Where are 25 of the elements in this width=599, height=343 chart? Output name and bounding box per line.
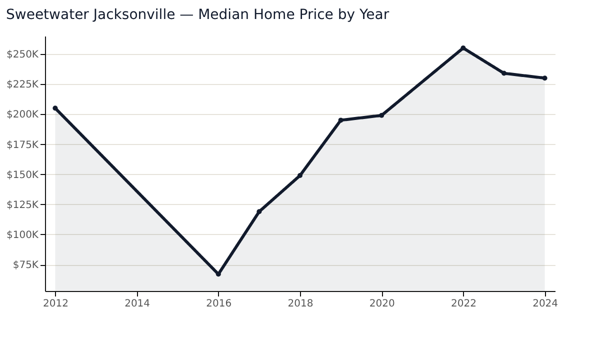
point bbox=[542, 76, 548, 81]
y-tick-label: $250K bbox=[6, 50, 39, 61]
x-tick-label: 2012 bbox=[42, 298, 68, 310]
y-tick-label: $75K bbox=[12, 260, 39, 272]
y-tick-label: $175K bbox=[6, 140, 39, 151]
x-tick-label: 2022 bbox=[450, 298, 476, 310]
y-tick-label: $100K bbox=[6, 230, 39, 241]
x-tick-label: 2018 bbox=[288, 298, 314, 310]
x-tick-label: 2020 bbox=[369, 298, 395, 310]
x-tick-label: 2016 bbox=[206, 298, 232, 310]
point bbox=[379, 112, 384, 118]
x-tick-label: 2014 bbox=[124, 298, 150, 310]
point bbox=[216, 272, 221, 277]
y-tick-label: $150K bbox=[6, 170, 39, 181]
point bbox=[298, 173, 302, 178]
y-tick-label: $225K bbox=[6, 80, 39, 91]
chart-title: Sweetwater Jacksonville — Median Home Price by Year bbox=[6, 7, 390, 23]
point bbox=[502, 70, 506, 76]
point bbox=[460, 46, 466, 51]
y-tick-label: $200K bbox=[6, 110, 39, 121]
point bbox=[52, 106, 58, 111]
point bbox=[338, 118, 344, 123]
y-tick-label: $125K bbox=[6, 200, 39, 211]
x-tick-label: 2024 bbox=[532, 298, 558, 310]
point bbox=[256, 209, 262, 214]
